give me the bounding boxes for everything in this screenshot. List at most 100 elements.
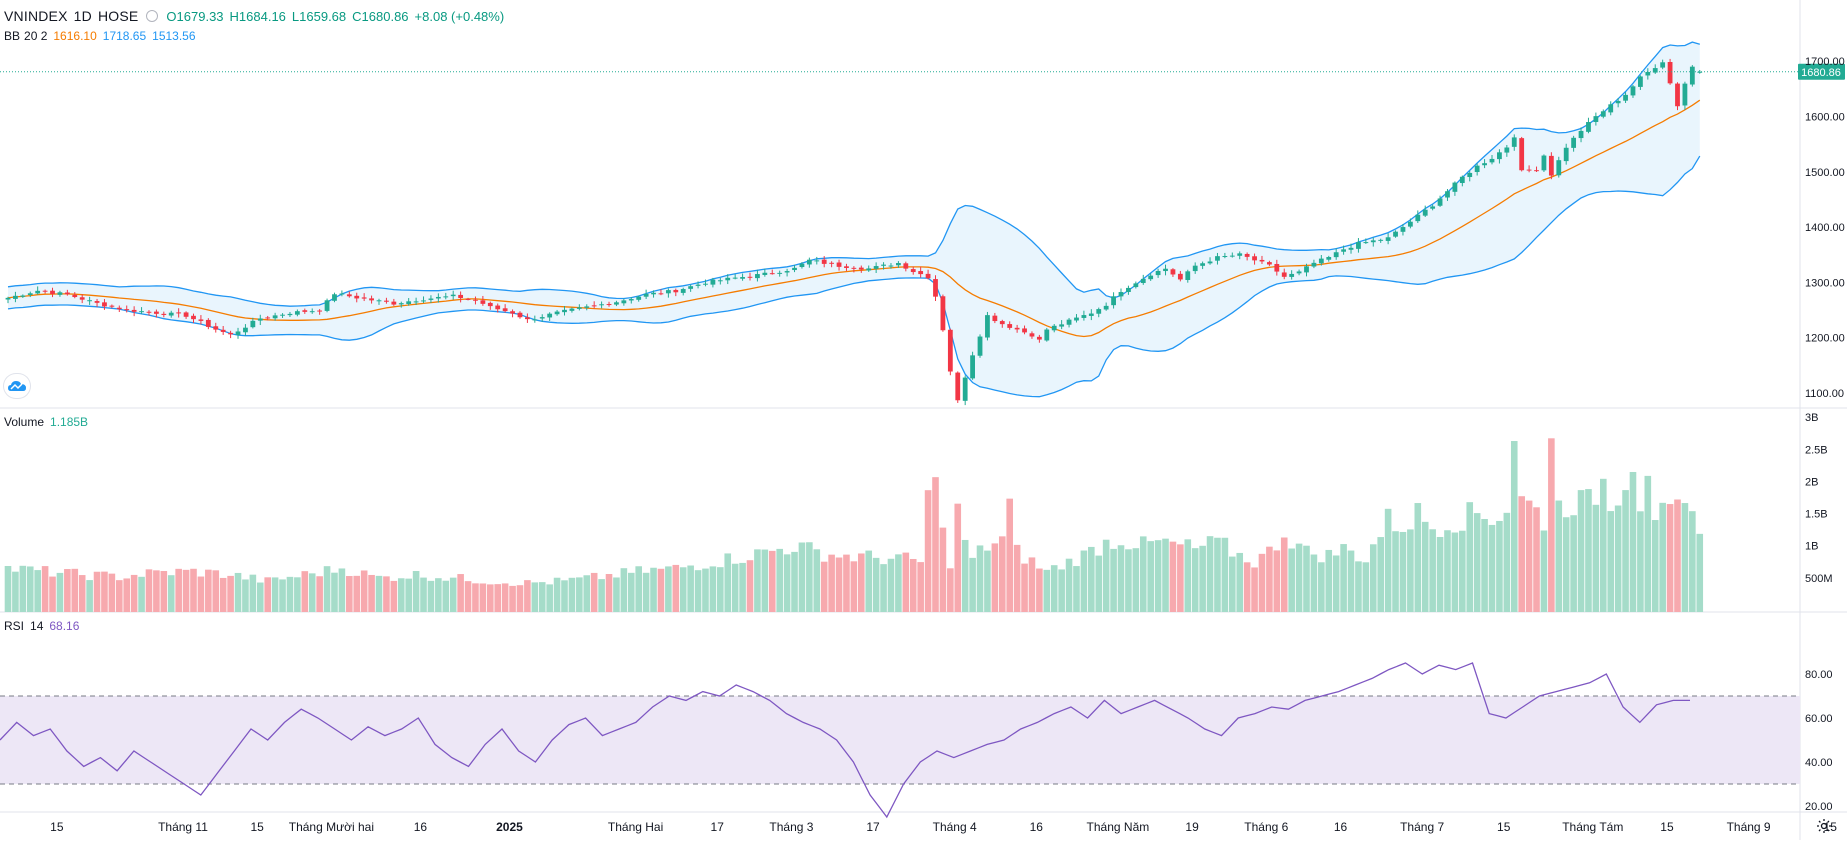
interval-label[interactable]: 1D: [73, 8, 92, 24]
volume-name[interactable]: Volume: [4, 415, 45, 429]
candle-body: [1667, 61, 1673, 84]
volume-bar: [717, 567, 724, 612]
candle-body: [725, 277, 731, 281]
candle-body: [1675, 83, 1680, 107]
symbol-legend[interactable]: VNINDEX 1D HOSE O1679.33 H1684.16 L1659.…: [4, 8, 504, 24]
rsi-legend[interactable]: RSI 14 68.16: [4, 619, 79, 633]
candle: [962, 375, 968, 406]
candle-body: [1586, 122, 1591, 132]
volume-bar: [806, 542, 813, 612]
candle-body: [302, 310, 308, 312]
candle-body: [161, 313, 167, 315]
volume-bar: [1637, 511, 1644, 612]
candle-body: [747, 276, 753, 278]
volume-series: [4, 438, 1704, 612]
candle-body: [621, 300, 627, 304]
volume-bar: [694, 570, 702, 612]
candle: [1682, 81, 1688, 110]
candle: [621, 298, 627, 306]
candle: [940, 294, 946, 332]
candle-body: [1022, 328, 1027, 333]
bb-name[interactable]: BB: [4, 29, 21, 43]
volume-bar: [746, 560, 754, 612]
candle: [1326, 255, 1332, 262]
candle-body: [606, 304, 612, 306]
volume-bar: [286, 576, 294, 612]
candle: [1430, 204, 1436, 211]
candle-body: [836, 262, 842, 267]
volume-bar: [190, 568, 197, 612]
candle-body: [487, 302, 493, 307]
volume-bar: [1600, 478, 1607, 612]
candle: [57, 290, 63, 297]
candle: [131, 306, 137, 317]
candle: [243, 324, 248, 336]
candle: [725, 274, 731, 285]
volume-legend[interactable]: Volume 1.185B: [4, 415, 88, 429]
volume-bar: [1525, 500, 1533, 612]
candle: [1259, 255, 1265, 264]
candle: [1697, 69, 1703, 74]
candle: [354, 292, 360, 303]
candle-body: [925, 273, 931, 279]
candle: [1356, 238, 1361, 253]
candle: [614, 300, 619, 307]
volume-bar: [813, 549, 821, 612]
bb-legend[interactable]: BB 20 2 1616.10 1718.65 1513.56: [4, 29, 196, 43]
volume-bar: [412, 571, 420, 612]
candle-body: [205, 319, 211, 327]
candle: [1519, 136, 1525, 172]
candle-body: [1103, 305, 1109, 310]
volume-bar: [998, 536, 1006, 612]
volume-bar: [924, 490, 932, 612]
rsi-tick-label: 40.00: [1805, 757, 1833, 769]
volume-bar: [1481, 518, 1488, 612]
candle: [1341, 245, 1346, 255]
candle-body: [1029, 333, 1035, 337]
candle-body: [703, 283, 708, 285]
volume-bar: [687, 565, 694, 612]
time-tick-label: Tháng 3: [769, 820, 813, 834]
candle-body: [1170, 269, 1176, 275]
volume-bar: [1355, 561, 1362, 612]
candle: [1118, 288, 1124, 301]
candle-body: [814, 260, 820, 262]
volume-bar: [19, 565, 27, 612]
candle: [139, 307, 144, 315]
gear-icon[interactable]: [1814, 816, 1834, 836]
time-tick-label: 15: [1660, 820, 1674, 834]
volume-bar: [1696, 533, 1704, 612]
candle: [1051, 323, 1057, 333]
volume-bar: [1570, 515, 1577, 612]
candle: [910, 266, 916, 275]
volume-bar: [487, 584, 494, 612]
candle-body: [1556, 160, 1562, 176]
candle: [844, 263, 849, 271]
tradingview-cloud-icon[interactable]: [4, 374, 30, 398]
candle: [1244, 252, 1250, 261]
candle: [1170, 268, 1176, 277]
candle: [1296, 269, 1302, 276]
rsi-name[interactable]: RSI: [4, 619, 25, 633]
candle-body: [1304, 266, 1309, 273]
volume-bar: [405, 578, 412, 612]
volume-bar: [1013, 544, 1021, 612]
volume-bar: [1229, 556, 1236, 612]
volume-bar: [776, 548, 783, 612]
candle-body: [755, 274, 760, 279]
candle: [1689, 65, 1695, 87]
candle: [755, 269, 760, 282]
volume-bar: [1562, 517, 1570, 612]
volume-bar: [383, 576, 390, 612]
candle-body: [806, 259, 812, 265]
candle-body: [391, 301, 397, 305]
volume-bar: [1139, 536, 1147, 612]
candle-body: [977, 336, 983, 356]
candle: [495, 303, 501, 313]
candle: [1363, 238, 1369, 244]
candlestick-series: [5, 58, 1703, 406]
candle-body: [57, 292, 63, 295]
symbol-name[interactable]: VNINDEX: [4, 8, 68, 24]
